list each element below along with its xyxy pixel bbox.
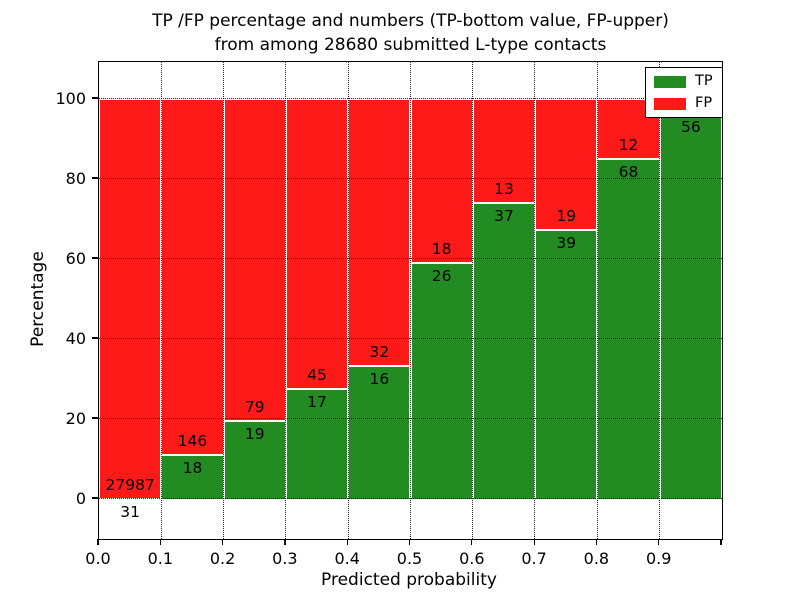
tp-count-label: 37 [494,207,514,225]
bar-tp-segment [223,421,286,499]
legend-label-tp: TP [695,73,713,89]
bar-fp-segment [410,99,473,263]
vertical-gridline [222,62,224,539]
vertical-gridline [160,62,162,539]
y-tick-mark [92,417,98,419]
bar-tp-segment [285,389,349,499]
bar-tp-segment [597,159,660,499]
horizontal-gridline [99,498,722,500]
fp-count-label: 146 [177,432,208,451]
legend-item-tp: TP [654,74,713,89]
fp-count-label: 45 [307,366,327,385]
x-tick-mark [720,539,722,546]
y-tick-mark [92,177,98,179]
tp-count-label: 17 [307,393,327,412]
bar-tp-segment [348,365,411,499]
bar-fp-segment [223,99,286,422]
x-tick-mark [97,539,99,546]
y-tick-label: 80 [65,169,86,188]
x-tick-label: 0.5 [396,549,423,568]
fp-swatch-icon [654,97,686,110]
chart-title-line1: TP /FP percentage and numbers (TP-bottom… [152,11,669,31]
horizontal-gridline [99,178,722,180]
vertical-gridline [596,62,598,539]
x-tick-label: 0.3 [272,549,298,568]
x-tick-label: 0.0 [85,549,111,568]
y-tick-label: 100 [55,89,86,108]
vertical-gridline [347,62,349,539]
legend-item-fp: FP [654,96,713,111]
horizontal-gridline [99,258,722,260]
tp-count-label: 56 [680,117,701,136]
fp-count-label: 19 [556,207,577,226]
bar-fp-segment [285,99,349,390]
y-tick-mark [92,337,98,339]
x-tick-mark [595,539,598,546]
y-tick-label: 0 [75,489,86,508]
vertical-gridline [472,62,474,539]
chart-title-line2: from among 28680 submitted L-type contac… [214,35,607,55]
y-tick-label: 40 [65,329,86,348]
x-tick-label: 0.8 [583,549,610,568]
tp-count-label: 18 [182,459,203,478]
x-tick-label: 0.2 [209,549,236,568]
x-tick-label: 0.6 [459,549,485,568]
bar-tp-segment [659,113,722,499]
x-tick-mark [533,539,535,546]
bar-fp-segment [348,99,411,366]
fp-count-label: 27987 [105,475,155,494]
y-tick-mark [92,497,98,499]
x-tick-label: 0.1 [147,549,174,568]
x-tick-mark [471,539,473,546]
bar-tp-segment [472,203,536,499]
tp-count-label: 31 [120,502,141,521]
fp-count-label: 79 [244,398,265,417]
vertical-gridline [409,62,411,539]
x-tick-mark [658,539,660,546]
x-tick-label: 0.4 [334,549,360,568]
tp-swatch-icon [654,75,686,88]
chart-title: TP /FP percentage and numbers (TP-bottom… [99,9,722,57]
fp-count-label: 32 [369,342,390,361]
bar-tp-segment [410,262,473,499]
x-tick-label: 0.7 [521,549,547,568]
vertical-gridline [534,62,536,539]
horizontal-gridline [99,338,722,340]
bar-fp-segment [99,99,162,499]
fp-count-label: 18 [431,239,452,258]
horizontal-gridline [99,418,722,420]
vertical-gridline [659,62,660,539]
legend-label-fp: FP [695,95,713,111]
tp-count-label: 39 [556,234,577,253]
x-tick-label: 0.9 [645,549,672,568]
x-tick-mark [346,539,348,546]
plot-area: TP FP 27987 31 146 18 79 19 45 17 32 16 18 26 13 37 19… [98,61,723,540]
x-tick-mark [222,539,224,546]
tp-count-label: 68 [618,163,639,181]
bar-fp-segment [535,99,598,231]
bar-fp-segment [161,99,224,456]
y-tick-mark [92,97,98,99]
legend: TP FP [645,67,723,118]
x-tick-mark [159,539,161,546]
x-axis-label: Predicted probability [321,570,497,590]
bar-tp-segment [535,230,598,499]
y-tick-label: 60 [65,249,86,268]
bar-fp-segment [472,99,536,203]
y-tick-mark [92,257,98,259]
tp-count-label: 19 [244,425,265,444]
tp-count-label: 16 [369,369,390,388]
vertical-gridline [285,62,287,539]
bar-tp-segment [161,455,224,499]
fp-count-label: 13 [494,180,514,198]
x-tick-mark [408,539,411,546]
fp-count-label: 12 [618,136,639,154]
y-axis-label: Percentage [28,251,48,347]
tp-count-label: 26 [431,266,452,285]
y-tick-label: 20 [65,409,86,428]
x-tick-mark [284,539,286,546]
horizontal-gridline [99,98,722,100]
